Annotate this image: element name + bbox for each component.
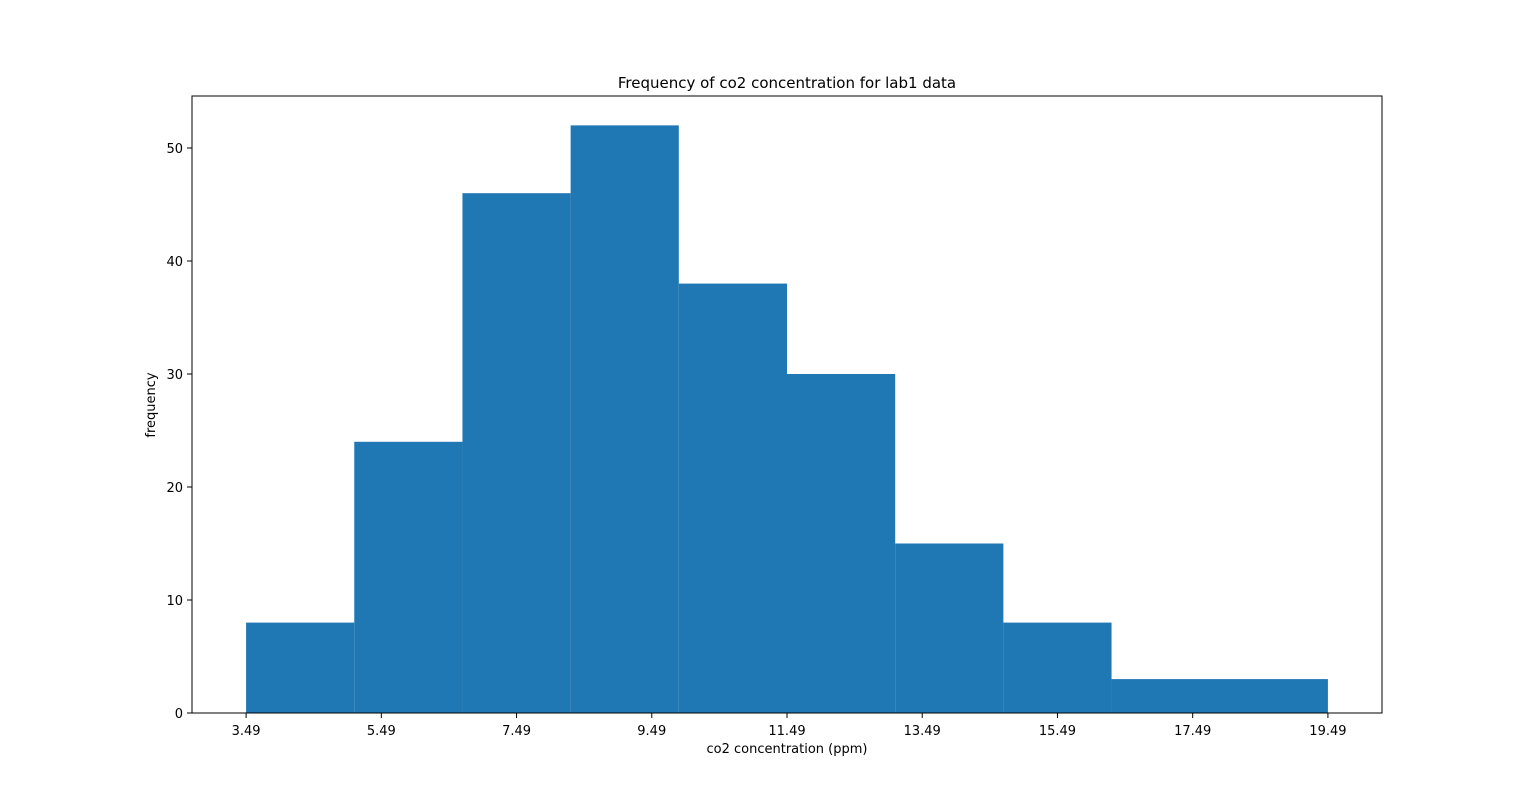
x-tick-label: 17.49 (1174, 724, 1211, 739)
y-tick-label: 40 (166, 255, 183, 270)
x-axis-ticks: 3.49 5.49 7.49 9.49 11.49 13.49 15.49 17.49 19.4… (232, 713, 1347, 739)
x-tick-label: 15.49 (1039, 724, 1076, 739)
y-tick-label: 20 (166, 481, 183, 496)
histogram-bar (462, 193, 571, 713)
y-tick-label: 10 (166, 594, 183, 609)
x-tick-label: 9.49 (637, 724, 666, 739)
x-tick-label: 5.49 (367, 724, 396, 739)
chart-title: Frequency of co2 concentration for lab1 … (618, 74, 956, 92)
y-tick-label: 50 (166, 142, 183, 157)
histogram-bar (1003, 622, 1112, 713)
histogram-bar (1111, 679, 1328, 713)
y-tick-label: 30 (166, 368, 183, 383)
x-axis-label: co2 concentration (ppm) (707, 742, 868, 757)
histogram-bar (354, 441, 463, 713)
x-tick-label: 7.49 (502, 724, 531, 739)
y-axis-ticks: 0 10 20 30 40 50 (166, 142, 192, 722)
x-tick-label: 13.49 (904, 724, 941, 739)
histogram-bar (678, 283, 787, 713)
bars-group (246, 125, 1328, 713)
y-axis-label: frequency (144, 372, 159, 438)
x-tick-label: 3.49 (232, 724, 261, 739)
histogram-bar (246, 622, 355, 713)
x-tick-label: 19.49 (1309, 724, 1346, 739)
histogram-bar (787, 373, 896, 713)
histogram-bar (570, 125, 679, 713)
x-tick-label: 11.49 (768, 724, 805, 739)
y-tick-label: 0 (175, 707, 183, 722)
histogram-bar (895, 543, 1004, 713)
